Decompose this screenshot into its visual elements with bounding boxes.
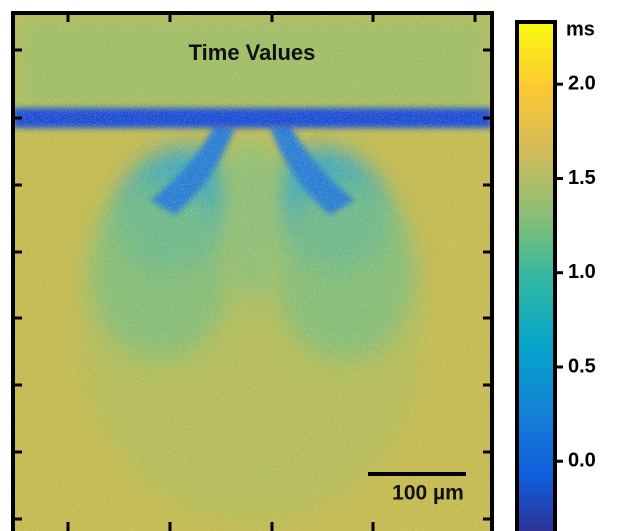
- heatmap-image: [13, 13, 492, 531]
- colorbar-tick-label: 1.5: [568, 167, 596, 189]
- chart-title: Time Values: [189, 40, 316, 65]
- colorbar-tick-label: 1.0: [568, 261, 596, 283]
- image-frame: [11, 11, 494, 531]
- scale-bar-label: 100 µm: [392, 482, 464, 505]
- colorbar-tick-label: 2.0: [568, 72, 596, 94]
- colorbar-tick-label: 0.5: [568, 355, 596, 377]
- colorbar: [515, 20, 557, 531]
- colorbar-tick-label: 0.0: [568, 450, 596, 472]
- frame-ticks: [13, 13, 492, 531]
- colorbar-label: ms: [566, 18, 595, 40]
